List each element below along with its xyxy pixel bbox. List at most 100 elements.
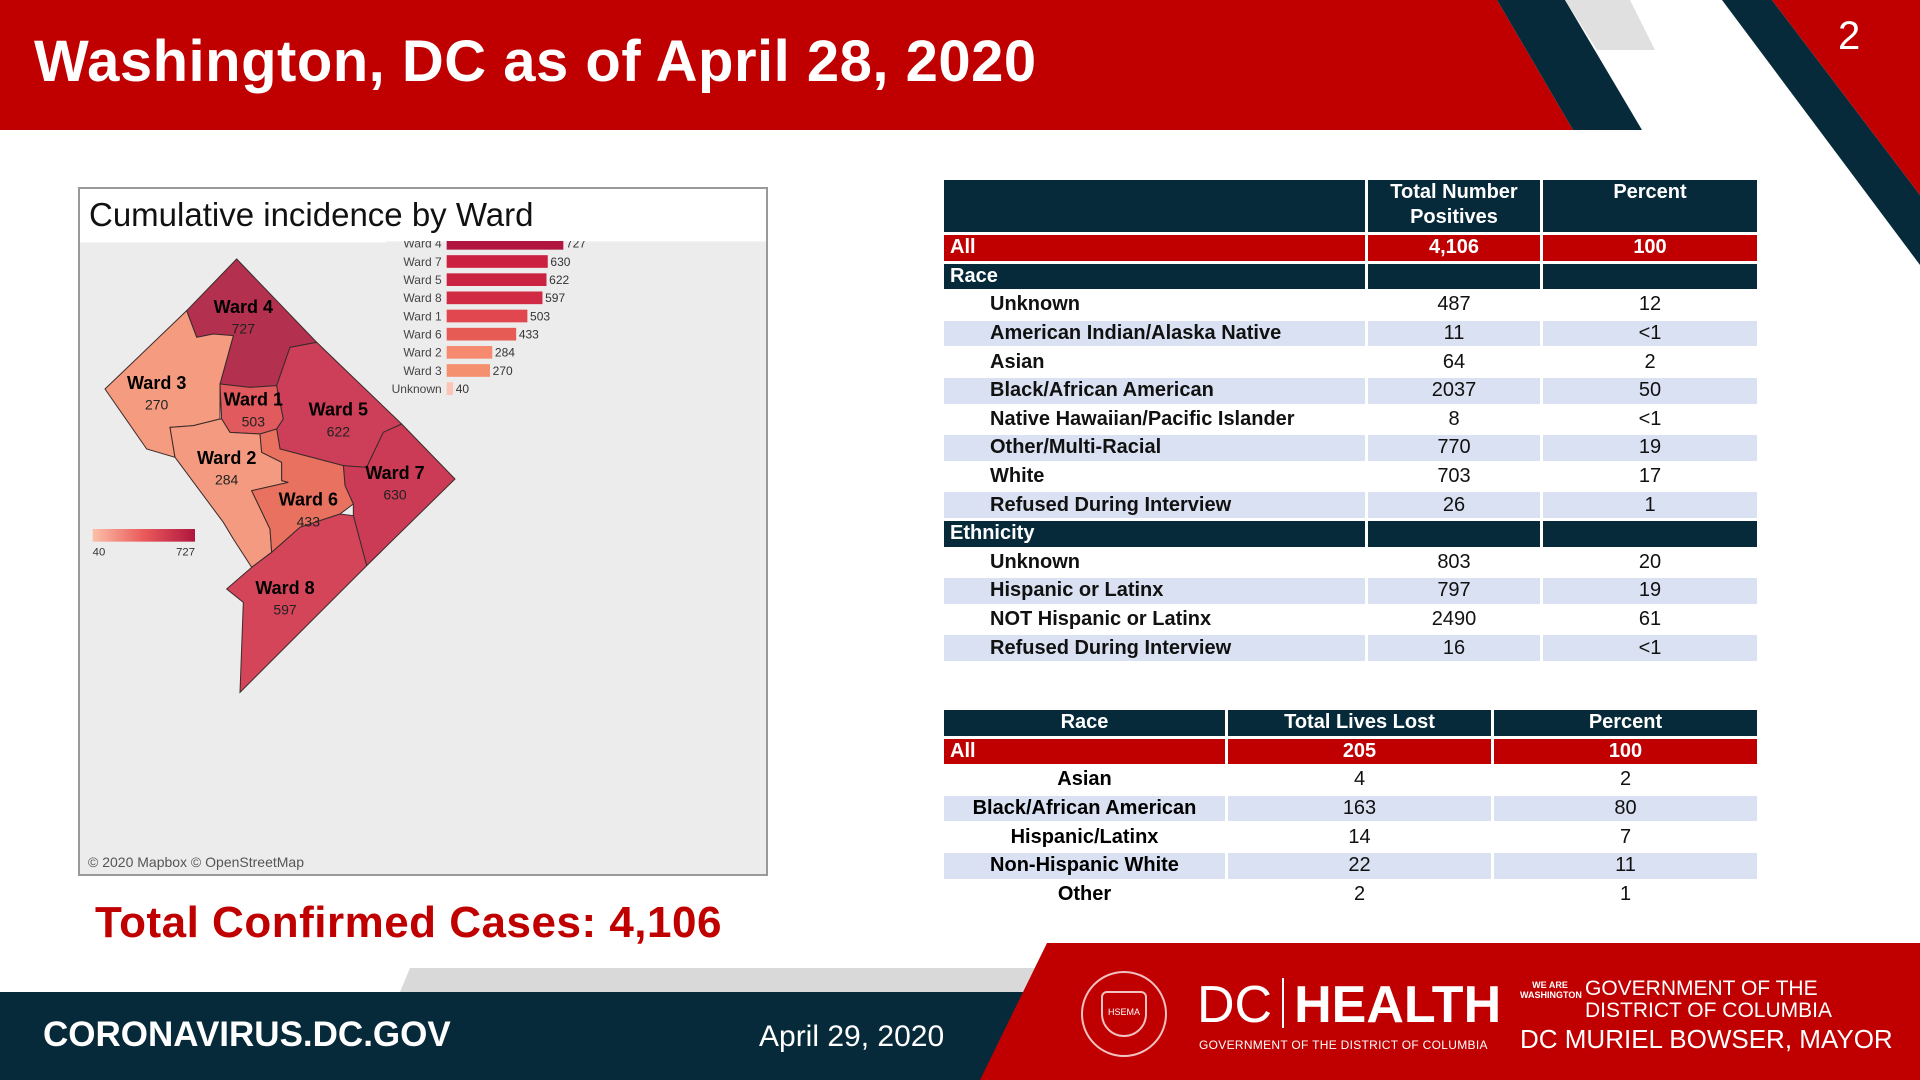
page-number: 2	[1838, 14, 1861, 58]
row-label: American Indian/Alaska Native	[944, 320, 1365, 347]
ward-map-panel: Ward 4 727 Ward 3 270 Ward 1 503 Ward 5 622 Ward…	[78, 187, 768, 876]
bar	[446, 382, 454, 395]
bar	[446, 364, 490, 377]
row-percent: 2	[1494, 767, 1757, 793]
positives-table: Total Number Positives Percent All 4,106…	[941, 177, 1760, 664]
health-text: HEALTH	[1294, 976, 1502, 1034]
ethnicity-section-row: Ethnicity	[944, 520, 1757, 547]
bar-value-label: 284	[495, 346, 515, 360]
row-label: NOT Hispanic or Latinx	[944, 606, 1365, 633]
table-row: NOT Hispanic or Latinx 2490 61	[944, 606, 1757, 633]
bar-value-label: 630	[550, 255, 570, 269]
row-count: 163	[1228, 795, 1491, 822]
ward-region[interactable]	[104, 309, 234, 459]
seal-text: HSEMA	[1101, 991, 1147, 1037]
bar-category-label: Ward 8	[403, 291, 442, 305]
bar	[446, 255, 548, 268]
table-row: Asian 64 2	[944, 349, 1757, 375]
row-percent: 50	[1543, 377, 1757, 404]
dc-health-logo: DC HEALTH	[1197, 978, 1501, 1031]
ward-name-label: Ward 3	[127, 373, 186, 393]
ward-name-label: Ward 1	[224, 390, 283, 410]
row-count: 797	[1368, 578, 1540, 604]
table-row: Unknown 487 12	[944, 292, 1757, 318]
row-percent: <1	[1543, 635, 1757, 661]
row-count: 703	[1368, 463, 1540, 490]
color-legend-bar	[92, 529, 195, 542]
row-label: Refused During Interview	[944, 492, 1365, 518]
ward-value-label: 622	[327, 423, 351, 439]
ward-region[interactable]	[225, 513, 368, 694]
bar-category-label: Unknown	[392, 382, 442, 396]
bar	[446, 273, 547, 286]
page-title: Washington, DC as of April 28, 2020	[34, 29, 1037, 94]
gov-line1: GOVERNMENT OF THE	[1585, 977, 1818, 1000]
header-blank	[944, 180, 1365, 232]
row-count: 2	[1228, 881, 1491, 908]
map-title: Cumulative incidence by Ward	[80, 189, 766, 241]
table-row: Other/Multi-Racial 770 19	[944, 435, 1757, 461]
row-count: 487	[1368, 292, 1540, 318]
gov-line3: DC MURIEL BOWSER, MAYOR	[1520, 1024, 1893, 1054]
row-percent: <1	[1543, 406, 1757, 433]
ward-value-label: 433	[297, 513, 321, 529]
header-total-positives: Total Number Positives	[1368, 180, 1540, 232]
row-label: Asian	[944, 349, 1365, 375]
gov-line2: DISTRICT OF COLUMBIA	[1585, 999, 1832, 1022]
header-percent: Percent	[1494, 710, 1757, 736]
table-row: Unknown 803 20	[944, 549, 1757, 576]
race-section-row: Race	[944, 263, 1757, 290]
bar-category-label: Ward 7	[403, 255, 442, 269]
table-row: Black/African American 2037 50	[944, 377, 1757, 404]
row-count: 205	[1228, 738, 1491, 765]
row-label: White	[944, 463, 1365, 490]
row-count: 4,106	[1368, 235, 1540, 261]
section-label: Race	[944, 263, 1365, 290]
header-race: Race	[944, 710, 1225, 736]
row-label: Other/Multi-Racial	[944, 435, 1365, 461]
bar-category-label: Ward 2	[403, 346, 442, 360]
bar-value-label: 433	[519, 328, 539, 342]
ward-name-label: Ward 5	[309, 400, 368, 420]
bar-category-label: Ward 6	[403, 328, 442, 342]
ward-value-label: 270	[145, 397, 169, 413]
row-label: Black/African American	[944, 377, 1365, 404]
row-count: 64	[1368, 349, 1540, 375]
table-row: Refused During Interview 26 1	[944, 492, 1757, 518]
ward-map: Ward 4 727 Ward 3 270 Ward 1 503 Ward 5 622 Ward…	[80, 189, 766, 694]
row-percent: 19	[1543, 435, 1757, 461]
row-percent: 19	[1543, 578, 1757, 604]
row-label: Other	[944, 881, 1225, 908]
bar	[446, 327, 517, 341]
row-percent: 12	[1543, 292, 1757, 318]
ward-value-label: 630	[383, 487, 407, 503]
row-percent: 100	[1494, 738, 1757, 765]
ward-value-label: 284	[215, 472, 239, 488]
row-percent: 100	[1543, 235, 1757, 261]
row-label: All	[944, 235, 1365, 261]
dc-text: DC	[1197, 976, 1273, 1034]
table-row: Other 2 1	[944, 881, 1757, 908]
table-row: Non-Hispanic White 22 11	[944, 852, 1757, 879]
bar	[446, 346, 493, 359]
table-row: Asian 4 2	[944, 767, 1757, 793]
bar	[446, 309, 528, 323]
bar	[446, 291, 543, 305]
row-label: Asian	[944, 767, 1225, 793]
row-percent: 1	[1543, 492, 1757, 518]
row-label: Hispanic or Latinx	[944, 578, 1365, 604]
row-label: Hispanic/Latinx	[944, 824, 1225, 850]
row-count: 8	[1368, 406, 1540, 433]
row-label: Refused During Interview	[944, 635, 1365, 661]
deaths-table: Race Total Lives Lost Percent All 205 10…	[941, 707, 1760, 910]
row-percent: <1	[1543, 320, 1757, 347]
table-row: White 703 17	[944, 463, 1757, 490]
row-label: Unknown	[944, 292, 1365, 318]
header-percent: Percent	[1543, 180, 1757, 232]
row-percent: 17	[1543, 463, 1757, 490]
website-link[interactable]: CORONAVIRUS.DC.GOV	[43, 1015, 451, 1054]
table-header-row: Race Total Lives Lost Percent	[944, 710, 1757, 736]
header-lives-lost: Total Lives Lost	[1228, 710, 1491, 736]
table-row: Hispanic or Latinx 797 19	[944, 578, 1757, 604]
ward-name-label: Ward 7	[365, 463, 424, 483]
